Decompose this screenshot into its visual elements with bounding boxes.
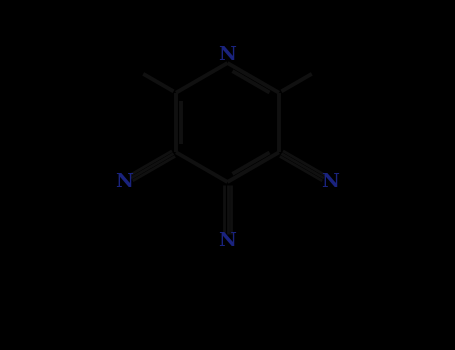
Text: N: N: [218, 232, 237, 251]
Text: N: N: [218, 46, 237, 64]
Text: N: N: [322, 173, 339, 191]
Text: N: N: [116, 173, 133, 191]
